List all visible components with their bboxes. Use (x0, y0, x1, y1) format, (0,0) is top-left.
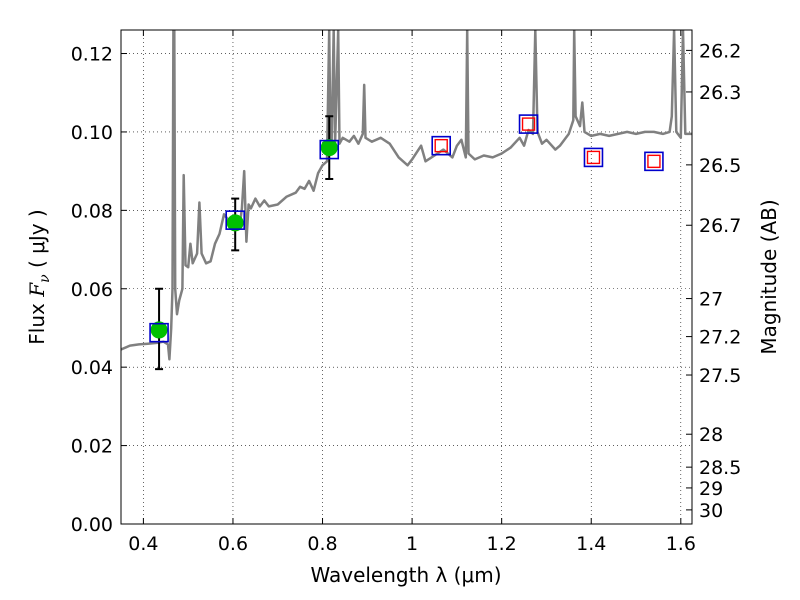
markers (149, 114, 664, 371)
plot-frame (120, 29, 693, 525)
predicted-photometry-square (586, 150, 601, 165)
y-tick-label: 0.04 (71, 357, 113, 379)
model-photometry-square (644, 151, 664, 172)
y-tick-label: 0.00 (71, 514, 113, 536)
observed-photometry-point (320, 139, 338, 157)
observed-photometry-point (150, 321, 168, 339)
x-tick-label: 0.4 (128, 533, 158, 555)
mag-tick-label: 26.5 (699, 155, 741, 177)
y-tick-label: 0.12 (71, 44, 113, 66)
model-photometry-square (431, 135, 452, 156)
y-tick-label: 0.08 (71, 200, 113, 222)
y-axis-title-suffix: ( μJy ) (25, 209, 49, 274)
x-tick-label: 0.6 (218, 533, 248, 555)
x-tick-label: 1 (406, 533, 418, 555)
mag-tick-label: 27.5 (699, 365, 741, 387)
observed-photometry-point (226, 214, 244, 232)
model-photometry-square (319, 139, 340, 160)
plot-area (121, 30, 692, 361)
y-axis-title-prefix: Flux (25, 297, 49, 345)
axes: 0.4 0.6 0.8 1 1.2 1.4 1.6 0.00 0.02 0.04 0.06 0.08 0… (71, 30, 741, 555)
mag-tick-label: 26.7 (699, 215, 741, 237)
x-tick-label: 1.4 (576, 533, 606, 555)
right-axis-title: Magnitude (AB) (757, 199, 781, 354)
model-photometry-square (225, 210, 245, 230)
x-axis-title: Wavelength λ (μm) (310, 563, 501, 587)
spectrum-line (121, 30, 692, 361)
mag-tick-label: 27.2 (699, 327, 741, 349)
predicted-photometry-square (521, 117, 536, 131)
mag-tick-label: 30 (699, 500, 723, 522)
y-axis-title: Flux Fν ( μJy ) (25, 209, 53, 344)
x-tick-label: 1.6 (666, 533, 696, 555)
y-tick-label: 0.10 (71, 122, 113, 144)
model-photometry-square (149, 322, 169, 343)
mag-tick-label: 28 (699, 424, 723, 446)
x-tick-label: 1.2 (487, 533, 517, 555)
mag-tick-label: 26.2 (699, 40, 741, 62)
x-tick-label: 0.8 (307, 533, 337, 555)
mag-tick-label: 26.3 (699, 82, 741, 104)
model-photometry-square (583, 147, 604, 168)
predicted-photometry-square (647, 154, 661, 169)
mag-tick-label: 27 (699, 289, 723, 311)
y-tick-label: 0.06 (71, 279, 113, 301)
y-axis-title-symbol: F (25, 282, 49, 298)
mag-tick-label: 28.5 (699, 457, 741, 479)
y-axis-title-subscript: ν (37, 274, 53, 283)
predicted-photometry-square (434, 138, 448, 153)
mag-tick-label: 29 (699, 478, 723, 500)
model-photometry-square (518, 114, 539, 134)
y-tick-label: 0.02 (71, 436, 113, 458)
